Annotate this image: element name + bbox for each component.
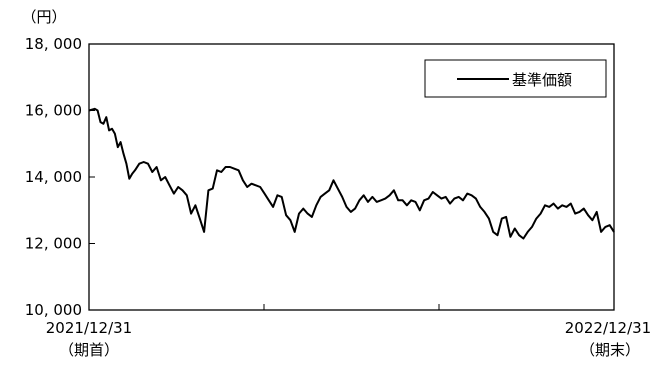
x-axis-ticks: [263, 304, 615, 310]
plot-area-frame: [88, 43, 615, 311]
y-axis-tick-label: 12, 000: [25, 235, 82, 253]
legend-label: 基準価額: [512, 71, 572, 89]
legend-box: [424, 59, 607, 98]
series-line-nav: [88, 107, 615, 240]
x-axis-end-sublabel: （期末）: [580, 341, 640, 359]
x-axis-end-label: 2022/12/31: [565, 319, 651, 337]
legend: 基準価額: [424, 59, 607, 98]
y-axis-tick-label: 18, 000: [25, 35, 82, 53]
y-axis-tick-label: 16, 000: [25, 102, 82, 120]
y-axis-tick-label: 14, 000: [25, 168, 82, 186]
y-axis-tick-label: 10, 000: [25, 301, 82, 319]
y-axis-unit-label: （円）: [21, 8, 66, 26]
x-axis-start-sublabel: （期首）: [59, 341, 119, 359]
x-axis-start-label: 2021/12/31: [46, 319, 132, 337]
y-axis-ticks: 18, 000 16, 000 14, 000 12, 000 10, 000: [25, 35, 95, 319]
